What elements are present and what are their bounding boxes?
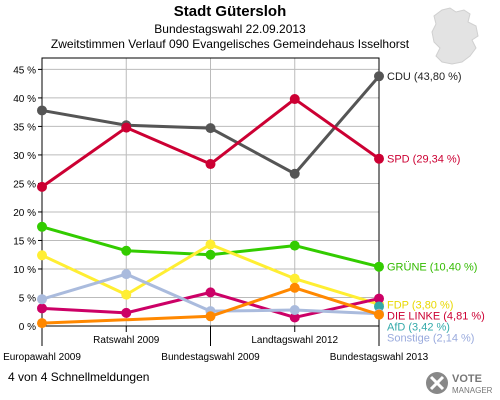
y-tick-label: 20 % [13,208,36,219]
y-tick-label: 40 % [13,94,36,105]
data-point-spd [374,153,384,164]
data-point-die-linke [121,307,132,318]
data-point-spd [205,159,216,170]
data-point-die-linke [205,287,216,298]
germany-map-icon [431,7,479,65]
y-tick-label: 35 % [13,122,36,133]
data-point-piraten [205,311,216,322]
y-tick-label: 25 % [13,179,36,190]
series-end-label-spd: SPD (29,34 %) [387,154,460,166]
data-point-sonstige [289,305,300,316]
x-tick-label: Europawahl 2009 [3,352,81,363]
data-point-cdu [289,168,300,179]
data-point-sonstige [37,294,47,305]
series-line-piraten [41,286,380,325]
chart-title: Stadt Gütersloh [173,3,287,20]
chart-description: Zweitstimmen Verlauf 090 Evangelisches G… [50,37,410,51]
y-tick-label: 15 % [13,236,36,247]
series-end-label-afd: AfD (3,42 %) [387,321,450,333]
x-tick-label: Ratswahl 2009 [93,335,160,346]
data-point-die-linke [37,303,47,314]
data-point-cdu [374,71,384,82]
x-tick-label: Bundestagswahl 2013 [330,352,429,363]
data-point-fdp [121,289,132,300]
data-point-piraten [289,282,300,293]
data-point-gr-ne [374,261,384,272]
data-point-gr-ne [121,245,132,256]
series-end-label-die-linke: DIE LINKE (4,81 %) [387,310,485,322]
data-point-gr-ne [289,240,300,251]
data-point-piraten [374,309,384,320]
y-tick-label: 5 % [19,293,36,304]
data-point-sonstige [121,269,132,280]
data-point-gr-ne [37,221,47,232]
data-point-cdu [205,123,216,134]
data-point-spd [121,122,132,133]
data-point-spd [37,181,47,192]
series-end-label-cdu: CDU (43,80 %) [387,71,462,83]
y-tick-label: 10 % [13,265,36,276]
data-point-afd [374,301,384,312]
svg-text:MANAGER: MANAGER [452,386,493,395]
data-point-fdp [289,273,300,284]
footer-status: 4 von 4 Schnellmeldungen [8,370,150,384]
svg-text:VOTE: VOTE [452,373,482,385]
vote-manager-logo: VOTE MANAGER [426,372,493,395]
data-point-fdp [37,250,47,261]
data-point-spd [289,94,300,105]
x-tick-label: Landtagswahl 2012 [251,335,338,346]
series-end-label-sonstige: Sonstige (2,14 %) [387,332,474,344]
data-point-die-linke [289,312,300,323]
series-end-label-gr-ne: GRÜNE (10,40 %) [387,262,477,274]
chart-subtitle: Bundestagswahl 22.09.2013 [154,22,306,36]
data-point-cdu [37,105,47,116]
data-point-fdp [205,239,216,250]
x-tick-label: Bundestagswahl 2009 [161,352,260,363]
data-point-gr-ne [205,249,216,260]
data-point-die-linke [374,293,384,304]
data-point-piraten [37,318,47,329]
y-tick-label: 0 % [19,322,36,333]
y-tick-label: 30 % [13,151,36,162]
series-end-label-fdp: FDP (3,80 %) [387,299,453,311]
y-tick-label: 45 % [13,65,36,76]
